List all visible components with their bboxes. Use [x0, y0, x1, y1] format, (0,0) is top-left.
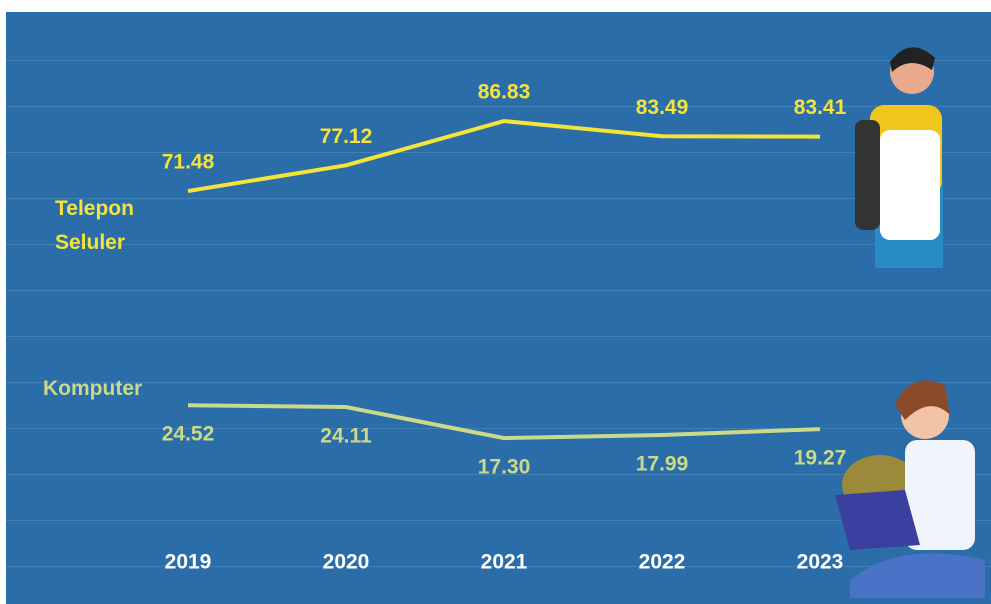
x-tick-label: 2023: [797, 551, 844, 574]
person-laptop-illustration: [835, 380, 985, 598]
x-tick-label: 2019: [165, 551, 212, 574]
series-line: [187, 119, 821, 194]
chart-background: [6, 12, 991, 604]
x-tick-label: 2022: [639, 551, 686, 574]
series-label: Komputer: [43, 377, 143, 400]
data-label: 17.30: [478, 456, 531, 479]
data-label: 71.48: [162, 151, 215, 174]
series-label: Telepon Seluler: [55, 197, 134, 254]
data-label: 83.49: [636, 96, 689, 119]
data-label: 83.41: [794, 96, 847, 119]
data-label: 86.83: [478, 81, 531, 104]
data-label: 24.52: [162, 423, 215, 446]
data-label: 19.27: [794, 447, 847, 470]
x-tick-label: 2020: [323, 551, 370, 574]
data-label: 24.11: [320, 425, 372, 448]
data-label: 77.12: [320, 125, 373, 148]
x-tick-label: 2021: [481, 551, 528, 574]
data-label: 17.99: [636, 453, 689, 476]
person-phone-illustration: [855, 47, 943, 268]
series-line: [187, 403, 821, 441]
